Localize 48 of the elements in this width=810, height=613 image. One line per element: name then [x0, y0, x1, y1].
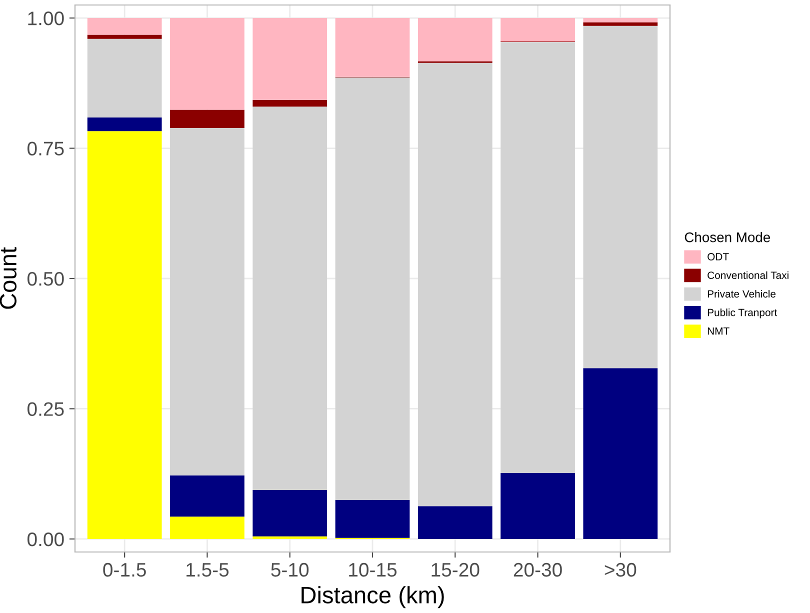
bar — [583, 368, 658, 539]
x-tick-label: >30 — [604, 562, 636, 577]
bar — [500, 472, 575, 539]
y-tick-label: 0.00 — [28, 532, 64, 546]
bar — [170, 128, 244, 476]
legend-title: Chosen Mode — [684, 232, 770, 242]
x-tick-label: 15-20 — [432, 562, 480, 577]
bar — [418, 506, 492, 539]
x-tick-label: 5-10 — [271, 562, 309, 577]
bar — [335, 18, 410, 77]
bar — [170, 516, 244, 539]
bar — [335, 77, 410, 500]
bar — [87, 18, 162, 35]
legend-label: ODT — [708, 253, 729, 260]
bar — [87, 131, 162, 539]
legend-label: NMT — [708, 328, 730, 335]
bar — [87, 34, 162, 39]
y-tick-label: 1.00 — [28, 11, 64, 26]
bar — [87, 38, 162, 118]
x-tick-label: 10-15 — [349, 562, 397, 577]
bar — [500, 42, 575, 473]
bar — [170, 110, 244, 128]
bar — [252, 100, 328, 107]
bar — [87, 118, 162, 132]
bar — [583, 22, 658, 26]
bar — [583, 26, 658, 368]
bar — [335, 500, 410, 538]
bar — [252, 536, 328, 539]
y-tick-label: 0.25 — [28, 402, 64, 416]
bar — [252, 18, 328, 100]
x-tick-label: 0-1.5 — [103, 562, 146, 577]
x-tick-label: 20-30 — [514, 562, 562, 577]
y-tick-label: 0.75 — [28, 142, 64, 156]
bar — [170, 475, 244, 517]
x-axis-title: Distance (km) — [302, 586, 444, 608]
bar — [170, 18, 244, 110]
bar — [500, 18, 575, 42]
legend-label: Conventional Taxi — [708, 271, 788, 279]
x-tick-label: 1.5-5 — [186, 563, 229, 577]
y-tick-label: 0.50 — [28, 272, 64, 286]
y-axis-title: Count — [0, 247, 17, 309]
bar — [418, 62, 492, 506]
legend-label: Private Vehicle — [708, 290, 776, 298]
bar — [583, 18, 658, 22]
bar — [418, 18, 492, 62]
bar — [252, 106, 328, 490]
bar — [252, 490, 328, 536]
legend-label: Public Tranport — [708, 308, 778, 318]
